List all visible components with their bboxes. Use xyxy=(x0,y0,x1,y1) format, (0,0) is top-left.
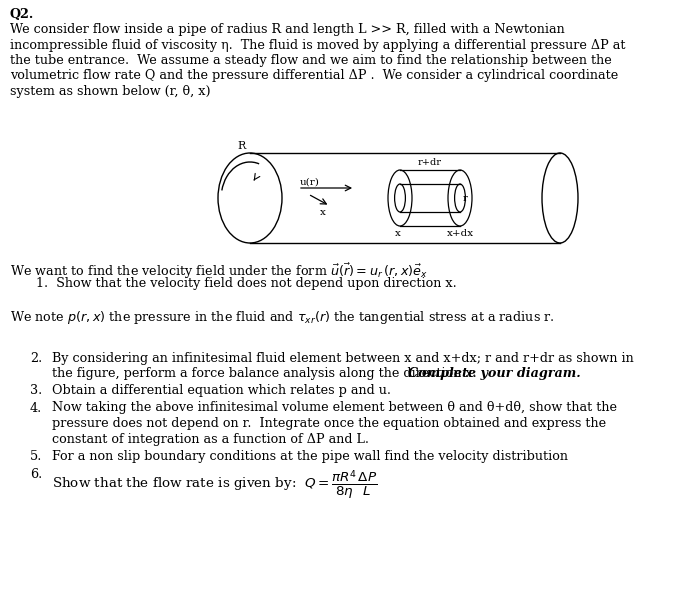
Text: incompressible fluid of viscosity η.  The fluid is moved by applying a different: incompressible fluid of viscosity η. The… xyxy=(10,38,626,52)
Text: For a non slip boundary conditions at the pipe wall find the velocity distributi: For a non slip boundary conditions at th… xyxy=(52,450,568,463)
Text: 4.: 4. xyxy=(30,402,42,415)
Text: the figure, perform a force balance analysis along the direction x.: the figure, perform a force balance anal… xyxy=(52,367,484,381)
Text: x: x xyxy=(395,229,401,238)
Text: x: x xyxy=(320,208,326,217)
Text: 3.: 3. xyxy=(30,384,42,397)
Text: r+dr: r+dr xyxy=(418,158,442,167)
Text: By considering an infinitesimal fluid element between x and x+dx; r and r+dr as : By considering an infinitesimal fluid el… xyxy=(52,352,634,365)
Text: constant of integration as a function of ΔP and L.: constant of integration as a function of… xyxy=(52,432,369,445)
Text: u(r): u(r) xyxy=(300,178,320,187)
Text: system as shown below (r, θ, x): system as shown below (r, θ, x) xyxy=(10,85,211,98)
Text: Now taking the above infinitesimal volume element between θ and θ+dθ, show that : Now taking the above infinitesimal volum… xyxy=(52,402,617,415)
Text: pressure does not depend on r.  Integrate once the equation obtained and express: pressure does not depend on r. Integrate… xyxy=(52,417,606,430)
Text: We note $p(r,x)$ the pressure in the fluid and $\tau_{xr}(r)$ the tangential str: We note $p(r,x)$ the pressure in the flu… xyxy=(10,309,554,325)
Text: x+dx: x+dx xyxy=(447,229,474,238)
Text: Q2.: Q2. xyxy=(10,8,34,21)
Text: 1.  Show that the velocity field does not depend upon direction x.: 1. Show that the velocity field does not… xyxy=(36,277,456,291)
Text: the tube entrance.  We assume a steady flow and we aim to find the relationship : the tube entrance. We assume a steady fl… xyxy=(10,54,612,67)
Text: R: R xyxy=(238,141,246,151)
Text: r: r xyxy=(463,194,468,203)
Text: 5.: 5. xyxy=(30,450,43,463)
Text: Complete your diagram.: Complete your diagram. xyxy=(408,367,581,381)
Text: volumetric flow rate Q and the pressure differential ΔP .  We consider a cylindr: volumetric flow rate Q and the pressure … xyxy=(10,70,618,83)
Text: We want to find the velocity field under the form $\vec{u}(\vec{r})=u_r\,(r,x)\v: We want to find the velocity field under… xyxy=(10,262,428,282)
Text: 6.: 6. xyxy=(30,468,42,481)
Text: We consider flow inside a pipe of radius R and length L >> R, filled with a Newt: We consider flow inside a pipe of radius… xyxy=(10,23,565,36)
Text: 2.: 2. xyxy=(30,352,42,365)
Text: Show that the flow rate is given by:  $Q = \dfrac{\pi R^4}{8\eta}\dfrac{\Delta P: Show that the flow rate is given by: $Q … xyxy=(52,468,377,501)
Text: Obtain a differential equation which relates p and u.: Obtain a differential equation which rel… xyxy=(52,384,391,397)
